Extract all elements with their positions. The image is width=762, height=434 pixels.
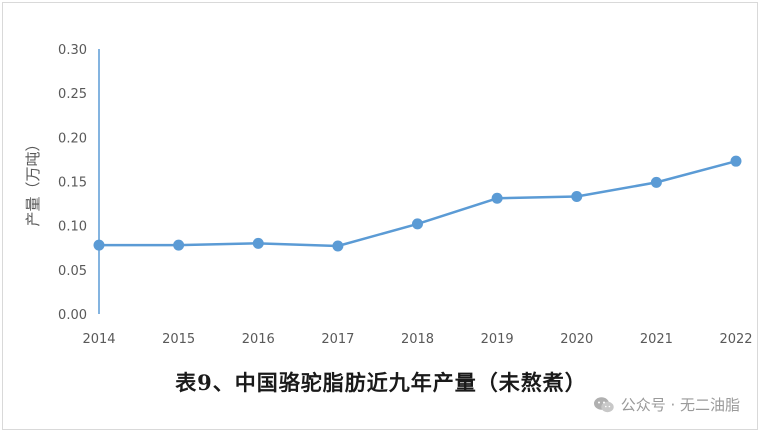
watermark-text: 公众号 · 无二油脂 (620, 396, 740, 414)
data-point (571, 191, 583, 203)
y-tick-label: 0.00 (58, 308, 87, 323)
y-tick-label: 0.10 (58, 220, 87, 235)
data-point (173, 239, 185, 251)
y-axis-label: 产量（万吨） (24, 136, 42, 226)
x-tick-label: 2019 (481, 332, 514, 347)
y-tick-label: 0.30 (58, 43, 87, 58)
wechat-icon (593, 396, 614, 412)
x-tick-label: 2017 (321, 332, 354, 347)
x-tick-label: 2016 (242, 332, 275, 347)
x-tick-label: 2020 (560, 332, 593, 347)
watermark: 公众号 · 无二油脂 (593, 394, 740, 415)
y-tick-label: 0.15 (58, 176, 87, 191)
data-point (412, 218, 423, 230)
chart-frame (2, 2, 758, 430)
chart-title: 表9、中国骆驼脂肪近九年产量（未熬煮） (175, 370, 587, 395)
x-tick-label: 2018 (401, 332, 434, 347)
data-point (650, 176, 662, 188)
y-tick-labels: 0.00 0.05 0.10 0.15 0.20 0.25 0.30 (58, 43, 87, 323)
data-point (730, 155, 742, 167)
x-tick-label: 2014 (82, 332, 115, 347)
y-tick-label: 0.20 (58, 131, 87, 146)
x-tick-label: 2022 (719, 332, 752, 347)
y-tick-label: 0.25 (58, 87, 87, 102)
y-tick-label: 0.05 (58, 264, 87, 279)
x-tick-label: 2021 (640, 332, 673, 347)
x-tick-label: 2015 (162, 332, 195, 347)
data-point (252, 237, 264, 249)
data-points (93, 155, 742, 252)
data-point (491, 192, 503, 204)
data-point (332, 240, 344, 252)
data-point (93, 239, 105, 251)
series-line (99, 159, 737, 248)
x-tick-labels: 2014 2015 2016 2017 2018 2019 2020 2021 2022 (82, 332, 752, 347)
